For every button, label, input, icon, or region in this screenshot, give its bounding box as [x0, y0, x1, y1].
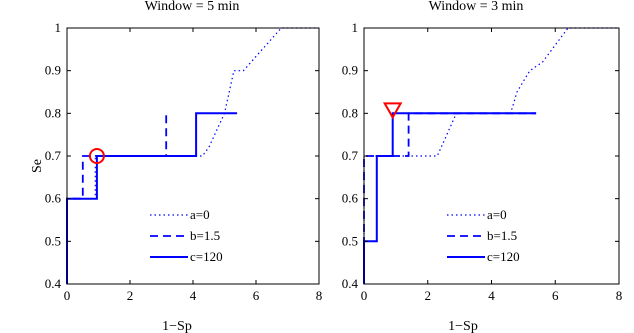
highlight-marker-triangle: [382, 102, 403, 120]
y-tick-label: 0.5: [45, 233, 61, 248]
x-tick-label: 2: [127, 288, 134, 303]
y-tick-label: 0.6: [45, 191, 62, 206]
chart-title: Window = 5 min: [145, 0, 240, 14]
y-tick-label: 1: [352, 20, 359, 35]
highlight-marker-circle: [88, 148, 105, 164]
legend-label: c=120: [190, 249, 223, 264]
x-tick-label: 0: [64, 288, 71, 303]
x-tick-label: 2: [425, 288, 432, 303]
chart-panel-window-3min: Window = 3 min 1−Sp 0 2 4 6 8 0.4 0.5 0.6 0.7 0.8…: [342, 0, 623, 333]
y-tick-label: 0.9: [342, 63, 358, 78]
y-tick-label: 0.9: [45, 63, 61, 78]
legend-label: b=1.5: [190, 228, 220, 243]
x-tick-label: 6: [552, 288, 559, 303]
x-axis-label: 1−Sp: [448, 319, 478, 333]
x-tick-label: 4: [190, 288, 197, 303]
legend-label: a=0: [487, 207, 507, 222]
y-tick-label: 0.6: [342, 191, 359, 206]
y-tick-label: 0.8: [45, 105, 61, 120]
y-tick-label: 0.8: [342, 105, 358, 120]
y-tick-label: 0.7: [342, 148, 359, 163]
x-axis-label: 1−Sp: [162, 319, 192, 333]
y-tick-label: 1: [55, 20, 62, 35]
legend-label: c=120: [487, 249, 520, 264]
x-tick-label: 8: [316, 288, 323, 303]
y-tick-label: 0.4: [45, 276, 62, 291]
x-tick-label: 8: [616, 288, 623, 303]
y-tick-label: 0.4: [342, 276, 359, 291]
x-tick-label: 0: [361, 288, 368, 303]
chart-title: Window = 3 min: [429, 0, 524, 14]
y-axis-label: Se: [30, 159, 45, 173]
x-tick-label: 6: [253, 288, 260, 303]
x-tick-label: 4: [488, 288, 495, 303]
y-tick-label: 0.5: [342, 233, 358, 248]
chart-panel-window-5min: Window = 5 min 1−Sp Se 0 2 4 6 8 0.4 0.5 0.6 0.7…: [30, 0, 322, 333]
legend-label: a=0: [190, 207, 210, 222]
legend-label: b=1.5: [487, 228, 517, 243]
y-tick-label: 0.7: [45, 148, 62, 163]
